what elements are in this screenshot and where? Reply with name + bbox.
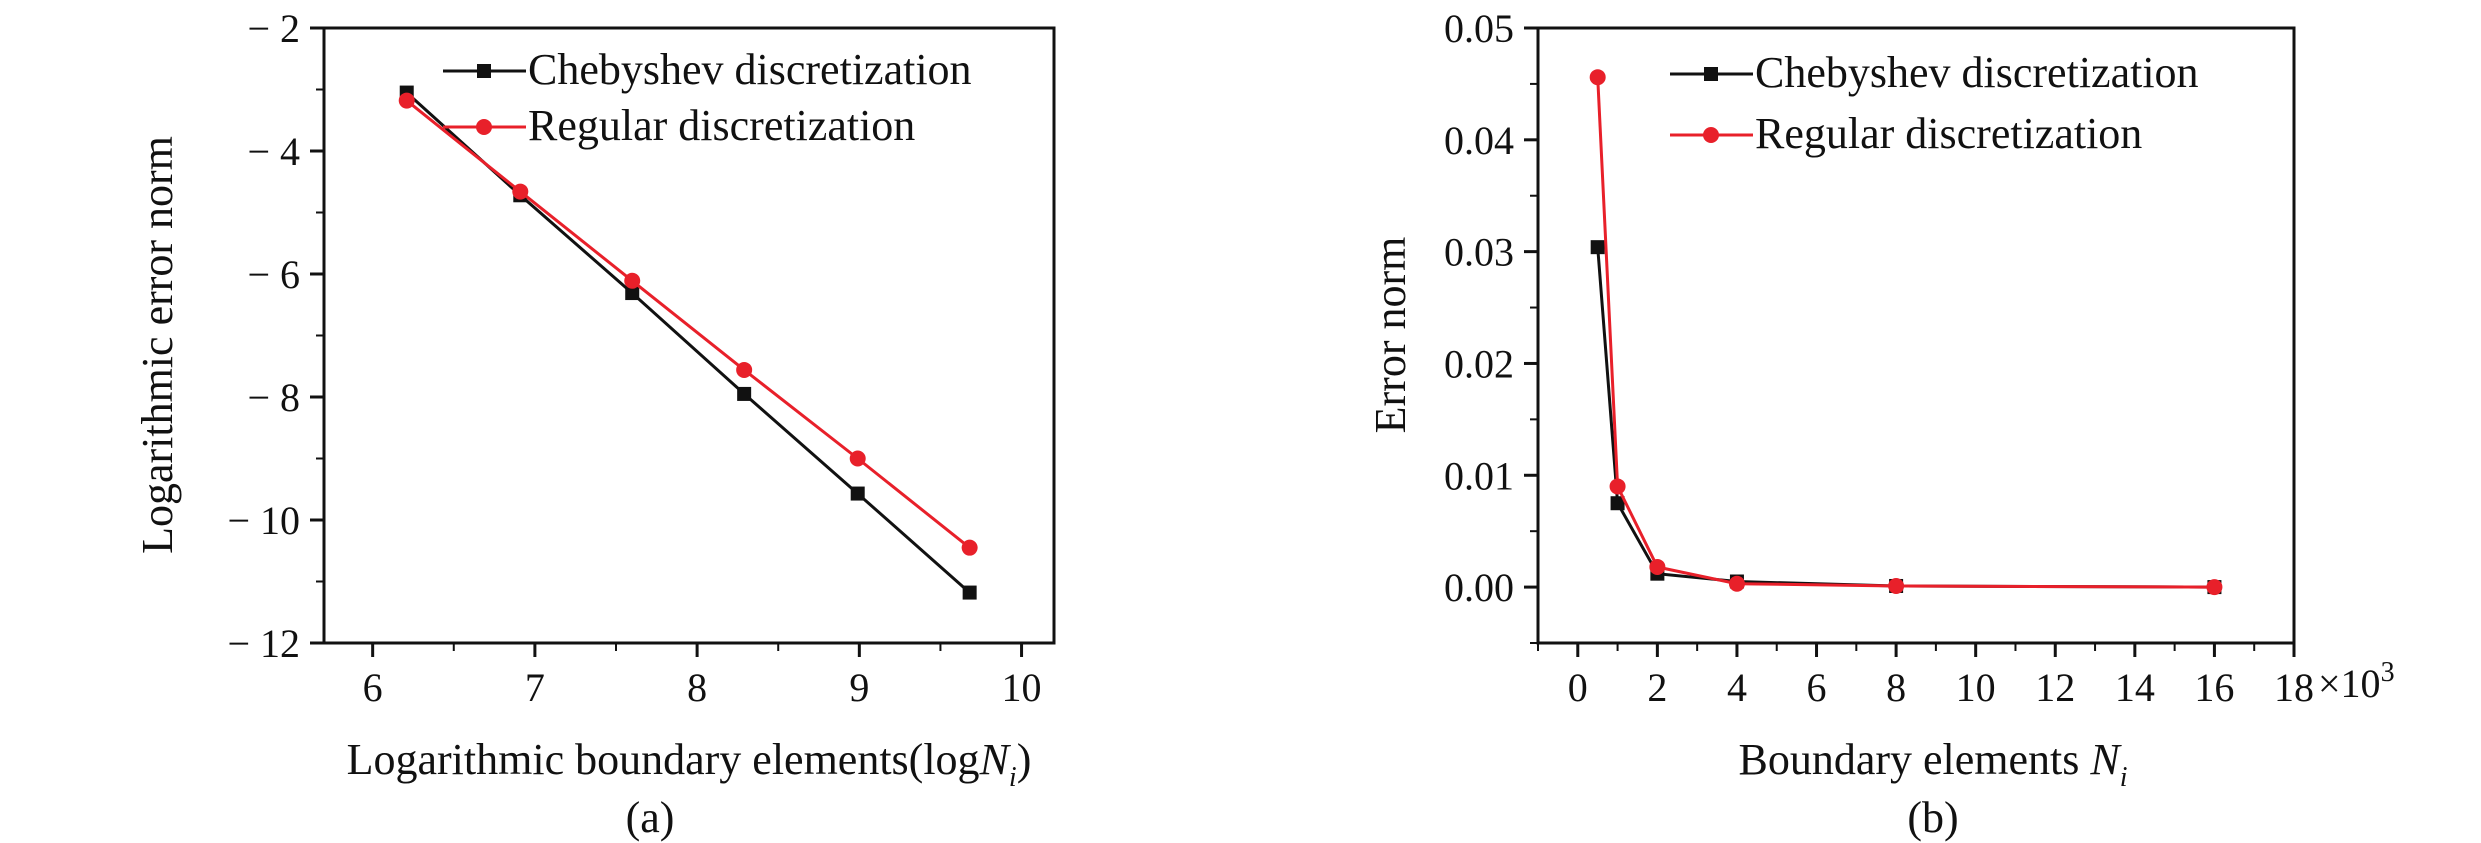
panel-a-legend-marker-regular (476, 119, 492, 135)
panel-a-point-chebyshev (962, 585, 977, 600)
panel-b-legend-label-regular: Regular discretization (1755, 109, 2142, 158)
panel-a-series (398, 85, 978, 600)
panel-b-series-line-regular (1596, 77, 2215, 589)
panel-a-legend: Chebyshev discretization Regular discret… (443, 45, 972, 150)
panel-a-y-tick-label: − 2 (247, 6, 300, 51)
panel-b-x-axis-title: Boundary elements Ni (1738, 735, 2127, 793)
panel-b-point-regular (2206, 579, 2223, 596)
panel-b-point-regular (1888, 577, 1905, 594)
panel-b-chart: 0 2 4 6 8 10 12 14 16 180.000.010.020.030.040.05 … (1366, 6, 2395, 842)
panel-a-x-tick-label: 6 (363, 665, 383, 710)
panel-b-series (1589, 69, 2223, 596)
panel-a-legend-marker-chebyshev (477, 64, 491, 78)
panel-a-point-regular (961, 539, 978, 556)
panel-b-axes-box (1536, 26, 2296, 645)
panel-b-x-tick-label: 14 (2115, 665, 2155, 710)
panel-a-ticks: 6 7 8 9 10 − 2 − 4 − 6 − 8 − 10 − 12 (227, 6, 1041, 710)
panel-b-y-tick-label: 0.03 (1444, 230, 1514, 275)
panel-b-series-line-chebyshev (1596, 247, 2215, 589)
panel-b-point-chebyshev (1610, 496, 1625, 511)
panel-b-x-tick-label: 16 (2194, 665, 2234, 710)
panel-b-y-tick-label: 0.04 (1444, 118, 1514, 163)
panel-b-point-regular (1609, 478, 1626, 495)
panel-b-x-axis-title-sub: i (2120, 762, 2128, 793)
panel-b-x-tick-label: 0 (1568, 665, 1588, 710)
panel-b-legend-label-chebyshev: Chebyshev discretization (1755, 48, 2199, 97)
panel-b-y-axis-title: Error norm (1366, 237, 1415, 434)
panel-a-x-tick-label: 7 (525, 665, 545, 710)
panel-a-point-chebyshev (737, 386, 752, 401)
panel-b-x-axis-title-prefix: Boundary elements (1738, 735, 2090, 784)
panel-a-x-axis-title-prefix: Logarithmic boundary elements(log (347, 735, 980, 784)
panel-b-x-tick-label: 4 (1727, 665, 1747, 710)
panel-b-y-tick-label: 0.00 (1444, 565, 1514, 610)
panel-a-point-regular (736, 361, 753, 378)
panel-a-point-regular (624, 272, 641, 289)
panel-a-x-tick-label: 8 (687, 665, 707, 710)
panel-b-point-chebyshev (1590, 240, 1605, 255)
panel-b-y-tick-label: 0.05 (1444, 6, 1514, 51)
panel-a-y-tick-label: − 4 (247, 129, 300, 174)
panel-a-point-regular (398, 92, 415, 109)
panel-b-legend-marker-chebyshev (1704, 67, 1718, 81)
panel-b-x-axis-title-var: N (2089, 735, 2122, 784)
panel-b-x-tick-label: 10 (1956, 665, 1996, 710)
panel-b-point-regular (1728, 575, 1745, 592)
panel-b-y-tick-label: 0.02 (1444, 341, 1514, 386)
panel-b-x-tick-label: 18 (2274, 665, 2314, 710)
panel-a-y-tick-label: − 6 (247, 252, 300, 297)
panel-a-y-tick-label: − 10 (227, 498, 300, 543)
panel-a-point-regular (849, 450, 866, 467)
panel-a-legend-label-regular: Regular discretization (528, 101, 915, 150)
panel-a-x-axis-title-suffix: ) (1017, 735, 1032, 784)
panel-a-point-regular (512, 183, 529, 200)
panel-a-x-axis-title-sub: i (1009, 762, 1017, 793)
panel-a-x-tick-label: 10 (1002, 665, 1042, 710)
panel-a-y-tick-label: − 12 (227, 621, 300, 666)
panel-b-legend: Chebyshev discretization Regular discret… (1670, 48, 2199, 158)
panel-b-x-multiplier: ×103 (2318, 657, 2395, 706)
panel-a-point-chebyshev (625, 286, 640, 301)
panel-b-x-multiplier-exp: 3 (2381, 657, 2395, 688)
panel-b-ticks: 0 2 4 6 8 10 12 14 16 18 0.00 0.01 0.02 0.03 0.04 0.05 (1444, 6, 2314, 710)
panel-b-x-multiplier-base: ×10 (2318, 661, 2381, 706)
panel-b-x-tick-label: 8 (1886, 665, 1906, 710)
panel-b-plot-frame (1536, 26, 2296, 645)
panel-a-chart: 6 7 8 9 10 − 2 − 4 − 6 − 8 − 10 − 12 Logarithmic e… (133, 6, 1056, 842)
panel-a-legend-label-chebyshev: Chebyshev discretization (528, 45, 972, 94)
panel-a-x-tick-label: 9 (849, 665, 869, 710)
panel-b-point-regular (1649, 558, 1666, 575)
panel-a-x-axis-title: Logarithmic boundary elements(logNi) (347, 735, 1032, 793)
panel-b-legend-marker-regular (1703, 127, 1719, 143)
panel-a-series-line-regular (405, 99, 971, 549)
panel-b-x-tick-label: 6 (1807, 665, 1827, 710)
panel-a-point-chebyshev (850, 486, 865, 501)
panel-b-y-tick-label: 0.01 (1444, 453, 1514, 498)
panel-a-x-axis-title-var: N (979, 735, 1012, 784)
panel-b-label: (b) (1907, 793, 1958, 842)
panel-b-x-tick-label: 12 (2035, 665, 2075, 710)
panel-b-x-tick-label: 2 (1647, 665, 1667, 710)
panel-a-y-tick-label: − 8 (247, 375, 300, 420)
panel-a-y-axis-title: Logarithmic error norm (133, 136, 182, 554)
panel-a-label: (a) (626, 793, 675, 842)
panel-b-point-regular (1589, 69, 1606, 86)
